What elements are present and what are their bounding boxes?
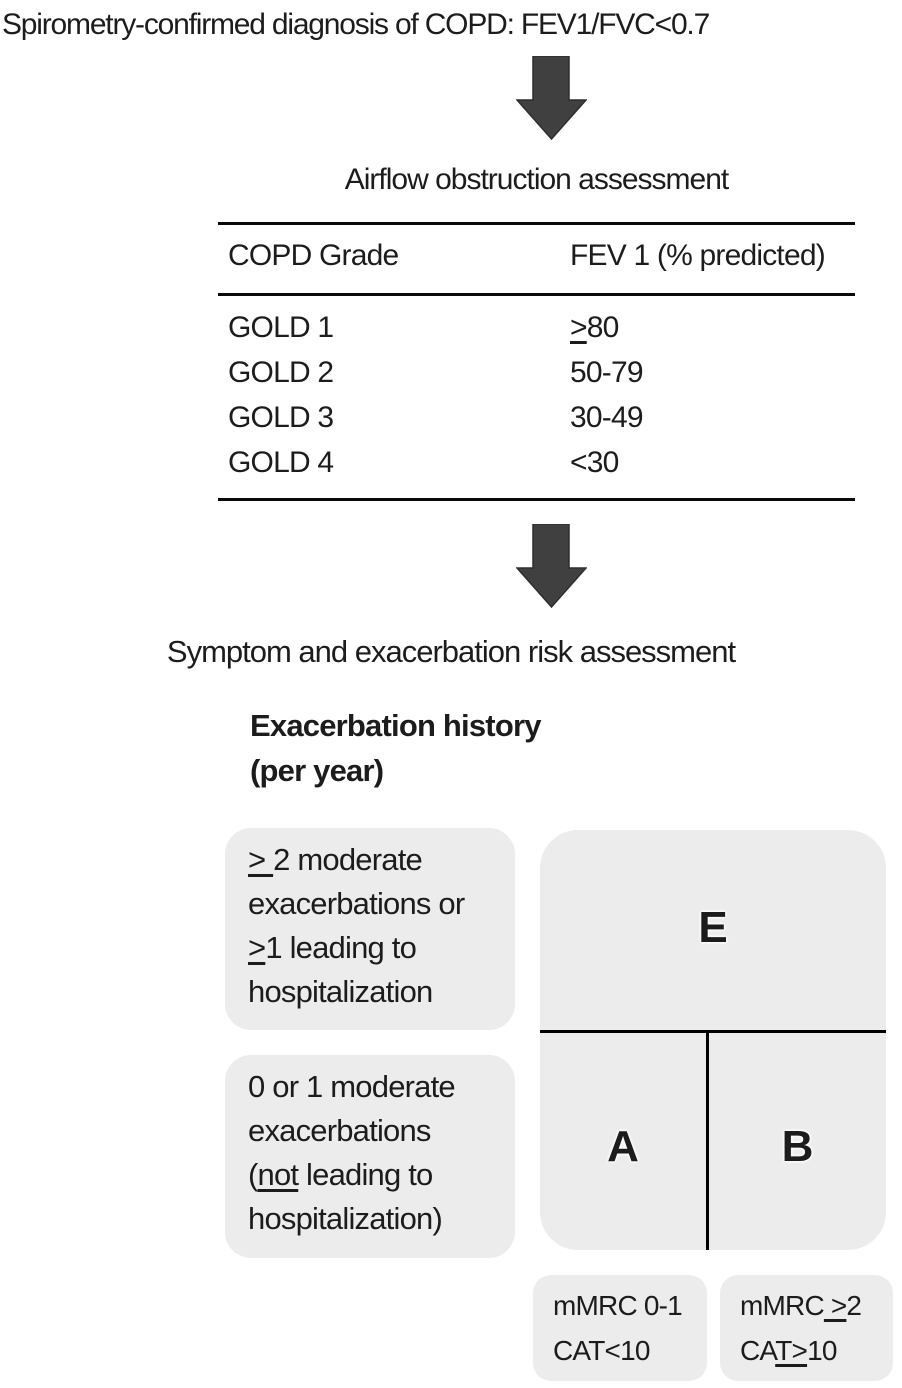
table-top-rule: [218, 222, 855, 225]
group-b-cell: B: [781, 1122, 814, 1171]
symptom-section-heading: Symptom and exacerbation risk assessment: [166, 634, 736, 669]
matrix-horizontal-divider: [540, 1030, 886, 1033]
grade-cell-gold4: GOLD 4: [228, 446, 334, 479]
history-line: exacerbations or: [248, 886, 465, 921]
down-arrow-icon: [516, 524, 587, 608]
history-line: 0 or 1 moderate: [248, 1069, 456, 1104]
symptom-criteria-box-low: mMRC 0-1 CAT<10: [533, 1275, 707, 1381]
history-line: exacerbations: [248, 1113, 431, 1148]
exacerbation-history-label-per-year: (per year): [250, 753, 384, 788]
criteria-line: CAT>10: [740, 1335, 837, 1366]
history-line: hospitalization): [248, 1201, 443, 1236]
group-a-cell: A: [607, 1122, 639, 1171]
history-line: > 2 moderate: [248, 842, 423, 877]
exacerbation-history-box-high-risk: > 2 moderate exacerbations or >1 leading…: [225, 828, 515, 1030]
criteria-line: mMRC >2: [740, 1290, 862, 1321]
history-line: hospitalization: [248, 974, 433, 1009]
table-column-fev1-predicted: FEV 1 (% predicted): [570, 239, 826, 272]
value-cell-gold3: 30-49: [570, 401, 644, 434]
table-bottom-rule: [218, 498, 855, 501]
group-e-cell: E: [698, 903, 728, 952]
criteria-line: CAT<10: [553, 1335, 650, 1366]
grade-cell-gold2: GOLD 2: [228, 356, 334, 389]
symptom-criteria-box-high: mMRC >2 CAT>10: [720, 1275, 893, 1381]
table-column-copd-grade: COPD Grade: [228, 239, 399, 272]
airflow-section-heading: Airflow obstruction assessment: [344, 163, 730, 196]
matrix-vertical-divider: [706, 1030, 709, 1250]
value-cell-gold4: <30: [570, 446, 619, 479]
value-cell-gold1: >80: [570, 311, 619, 344]
exacerbation-history-label: Exacerbation history: [250, 708, 541, 743]
diagram-title: Spirometry-confirmed diagnosis of COPD: …: [2, 8, 710, 41]
table-header-rule: [218, 293, 855, 296]
gold-abe-assessment-matrix: [540, 830, 886, 1250]
criteria-line: mMRC 0-1: [553, 1290, 683, 1321]
history-line: (not leading to: [248, 1157, 433, 1192]
history-line: >1 leading to: [248, 930, 417, 965]
grade-cell-gold1: GOLD 1: [228, 311, 334, 344]
value-cell-gold2: 50-79: [570, 356, 644, 389]
exacerbation-history-box-low-risk: 0 or 1 moderate exacerbations (not leadi…: [225, 1055, 515, 1258]
down-arrow-icon: [516, 56, 587, 140]
grade-cell-gold3: GOLD 3: [228, 401, 334, 434]
